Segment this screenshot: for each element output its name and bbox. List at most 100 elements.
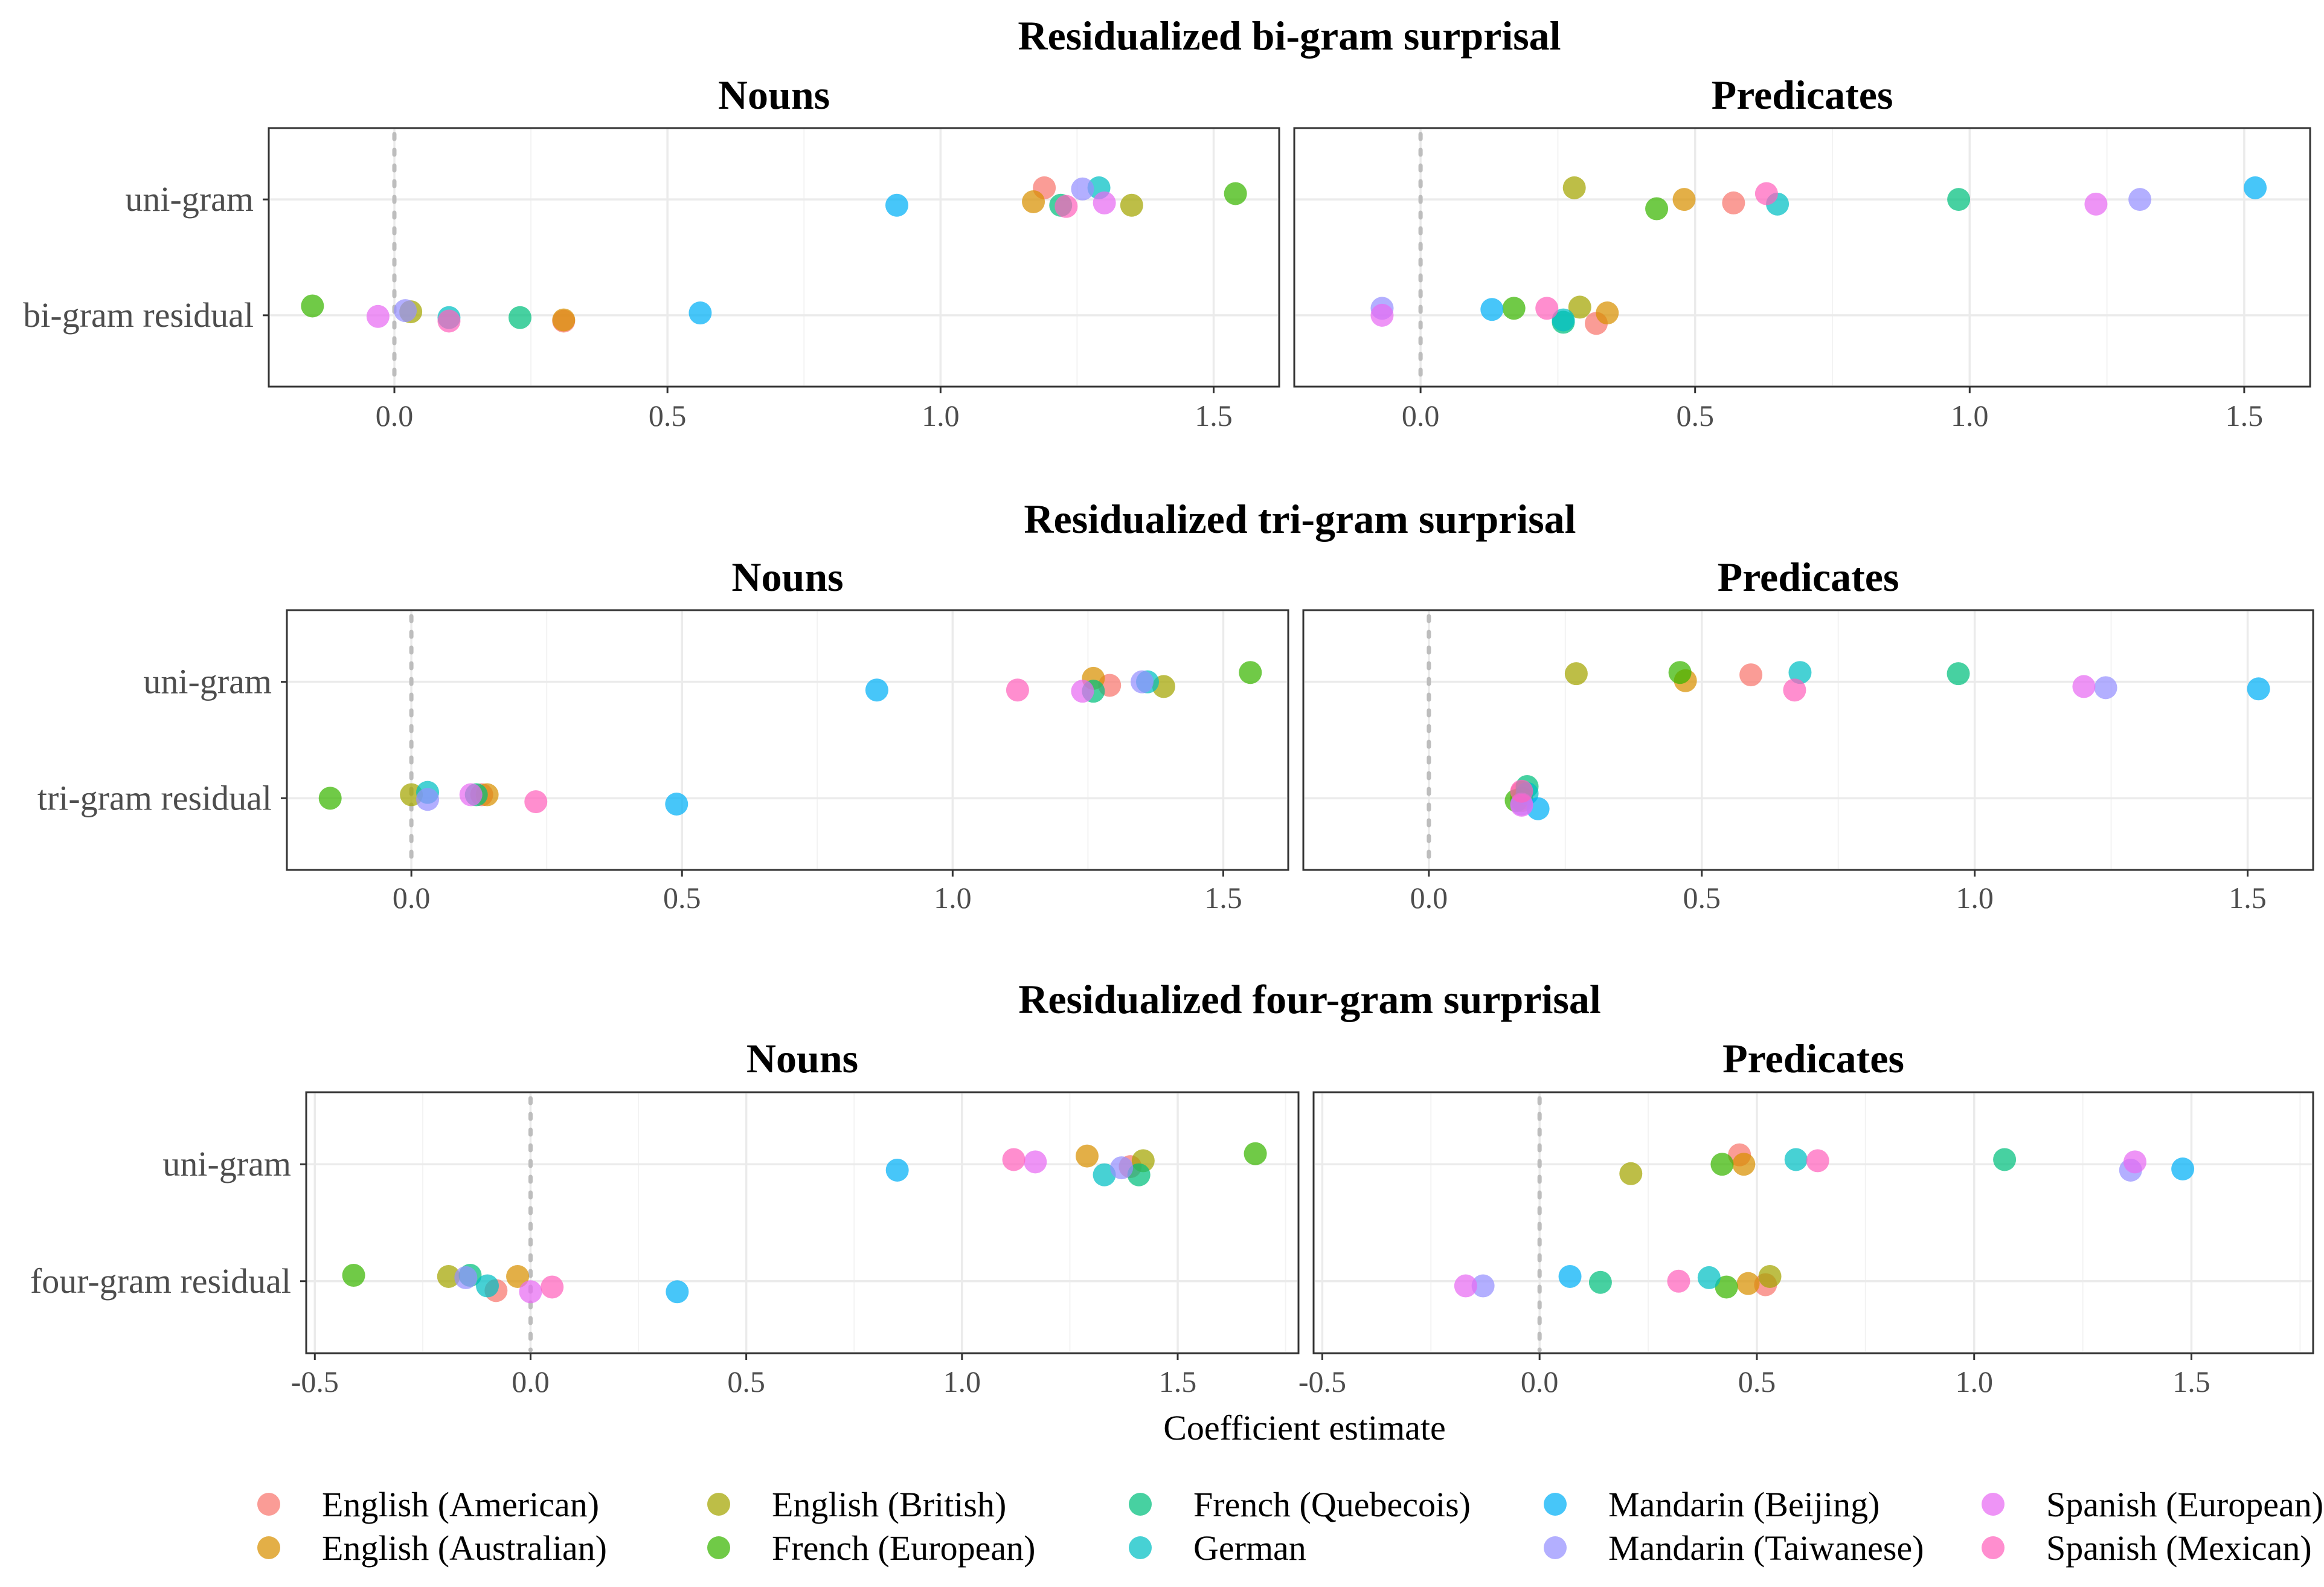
data-point xyxy=(1739,663,1763,687)
data-point xyxy=(1645,197,1669,221)
data-point xyxy=(1788,661,1812,684)
data-point xyxy=(1993,1148,2017,1171)
data-point xyxy=(1131,670,1154,694)
data-point xyxy=(1947,662,1970,686)
data-point xyxy=(541,1275,564,1299)
data-point xyxy=(1022,190,1045,213)
panel-nouns: Nouns uni-gram four-gram residual -0.5 0.0 0.… xyxy=(30,1035,1300,1399)
data-point xyxy=(1110,1156,1134,1180)
data-point xyxy=(1667,1269,1690,1293)
panel-background xyxy=(286,609,1289,871)
panel-border xyxy=(1302,609,2314,871)
data-point xyxy=(1454,1274,1477,1298)
chart-row-1: Residualized bi-gram surprisal Nouns uni-g… xyxy=(23,13,2311,433)
row-title: Residualized tri-gram surprisal xyxy=(1024,496,1576,542)
panel-border xyxy=(268,127,1280,388)
chart-row-2: Residualized tri-gram surprisal Nouns uni-… xyxy=(37,496,2314,915)
legend-key xyxy=(1544,1493,1567,1516)
data-point xyxy=(1480,298,1504,321)
data-point xyxy=(394,299,417,323)
legend-key xyxy=(707,1536,730,1559)
legend-item: Mandarin (Taiwanese) xyxy=(1544,1528,1924,1568)
panel-predicates: Predicates -0.5 0.0 0.5 1.0 1.5 xyxy=(1298,1035,2314,1399)
data-point xyxy=(1558,1264,1582,1288)
x-tick-label: 0.5 xyxy=(727,1365,765,1399)
y-tick-label: uni-gram xyxy=(143,662,272,701)
data-point xyxy=(342,1264,365,1287)
legend-key xyxy=(1982,1536,2005,1559)
legend: English (American) English (Australian) En… xyxy=(257,1485,2323,1568)
legend-label: English (American) xyxy=(322,1485,599,1524)
panel-background xyxy=(268,127,1280,388)
data-point xyxy=(506,1264,530,1288)
legend-label: Spanish (European) xyxy=(2046,1485,2323,1524)
legend-item: Spanish (Mexican) xyxy=(1982,1528,2312,1568)
facet-title: Predicates xyxy=(1712,72,1893,118)
legend-item: French (European) xyxy=(707,1528,1035,1568)
data-point xyxy=(552,308,576,332)
data-point xyxy=(1370,303,1394,327)
data-point xyxy=(2244,176,2267,199)
panel-nouns: Nouns uni-gram bi-gram residual 0.0 0.5 1.0 1.… xyxy=(23,72,1280,433)
data-point xyxy=(2084,192,2108,216)
data-point xyxy=(416,788,440,811)
data-point xyxy=(1075,1144,1099,1168)
x-tick-label: 1.5 xyxy=(2172,1365,2210,1399)
legend-item: English (American) xyxy=(257,1485,599,1524)
data-point xyxy=(1722,191,1745,214)
legend-key xyxy=(1982,1493,2005,1516)
data-point xyxy=(2072,675,2096,698)
data-point xyxy=(1754,182,1778,205)
data-point xyxy=(1127,1163,1151,1186)
data-point xyxy=(437,309,461,333)
data-point xyxy=(1596,301,1619,325)
data-point xyxy=(1054,195,1078,218)
legend-key xyxy=(1129,1536,1152,1559)
x-tick-label: 0.0 xyxy=(1521,1365,1559,1399)
legend-label: Spanish (Mexican) xyxy=(2046,1528,2312,1568)
data-point xyxy=(524,790,548,814)
data-point xyxy=(2171,1157,2195,1181)
data-point xyxy=(1806,1149,1829,1173)
x-tick-label: 1.5 xyxy=(1159,1365,1197,1399)
facet-title: Nouns xyxy=(731,554,843,600)
y-tick-label: uni-gram xyxy=(162,1144,291,1183)
data-point xyxy=(301,294,324,318)
legend-key xyxy=(257,1493,280,1516)
x-tick-label: -0.5 xyxy=(1298,1365,1346,1399)
x-tick-label: 1.5 xyxy=(2229,881,2267,915)
x-tick-label: -0.5 xyxy=(291,1365,339,1399)
data-point xyxy=(1732,1153,1756,1176)
x-tick-label: 1.5 xyxy=(1204,881,1242,915)
x-tick-label: 0.5 xyxy=(1683,881,1721,915)
legend-label: English (Australian) xyxy=(322,1528,607,1568)
data-point xyxy=(2094,676,2117,700)
x-tick-label: 1.5 xyxy=(1195,399,1233,433)
data-point xyxy=(1552,308,1575,332)
data-point xyxy=(1758,1264,1782,1288)
data-point xyxy=(1562,176,1586,199)
data-point xyxy=(1093,1163,1116,1186)
data-point xyxy=(666,1280,689,1304)
chart-row-3: Residualized four-gram surprisal Nouns uni… xyxy=(30,976,2314,1399)
data-point xyxy=(318,787,342,810)
facet-title: Nouns xyxy=(746,1035,858,1081)
data-point xyxy=(1093,191,1116,214)
data-point xyxy=(1783,678,1806,702)
data-point xyxy=(1120,193,1143,217)
x-tick-label: 0.5 xyxy=(649,399,687,433)
data-point xyxy=(689,301,712,325)
panel-border xyxy=(286,609,1289,871)
data-point xyxy=(1564,662,1588,686)
data-point xyxy=(454,1266,478,1289)
data-point xyxy=(885,193,908,217)
legend-key xyxy=(1544,1536,1567,1559)
x-tick-label: 1.5 xyxy=(2226,399,2264,433)
x-tick-label: 1.0 xyxy=(1955,1365,1993,1399)
data-point xyxy=(1471,1274,1495,1298)
data-point xyxy=(1535,297,1559,320)
legend-key xyxy=(1129,1493,1152,1516)
x-tick-label: 0.0 xyxy=(512,1365,550,1399)
